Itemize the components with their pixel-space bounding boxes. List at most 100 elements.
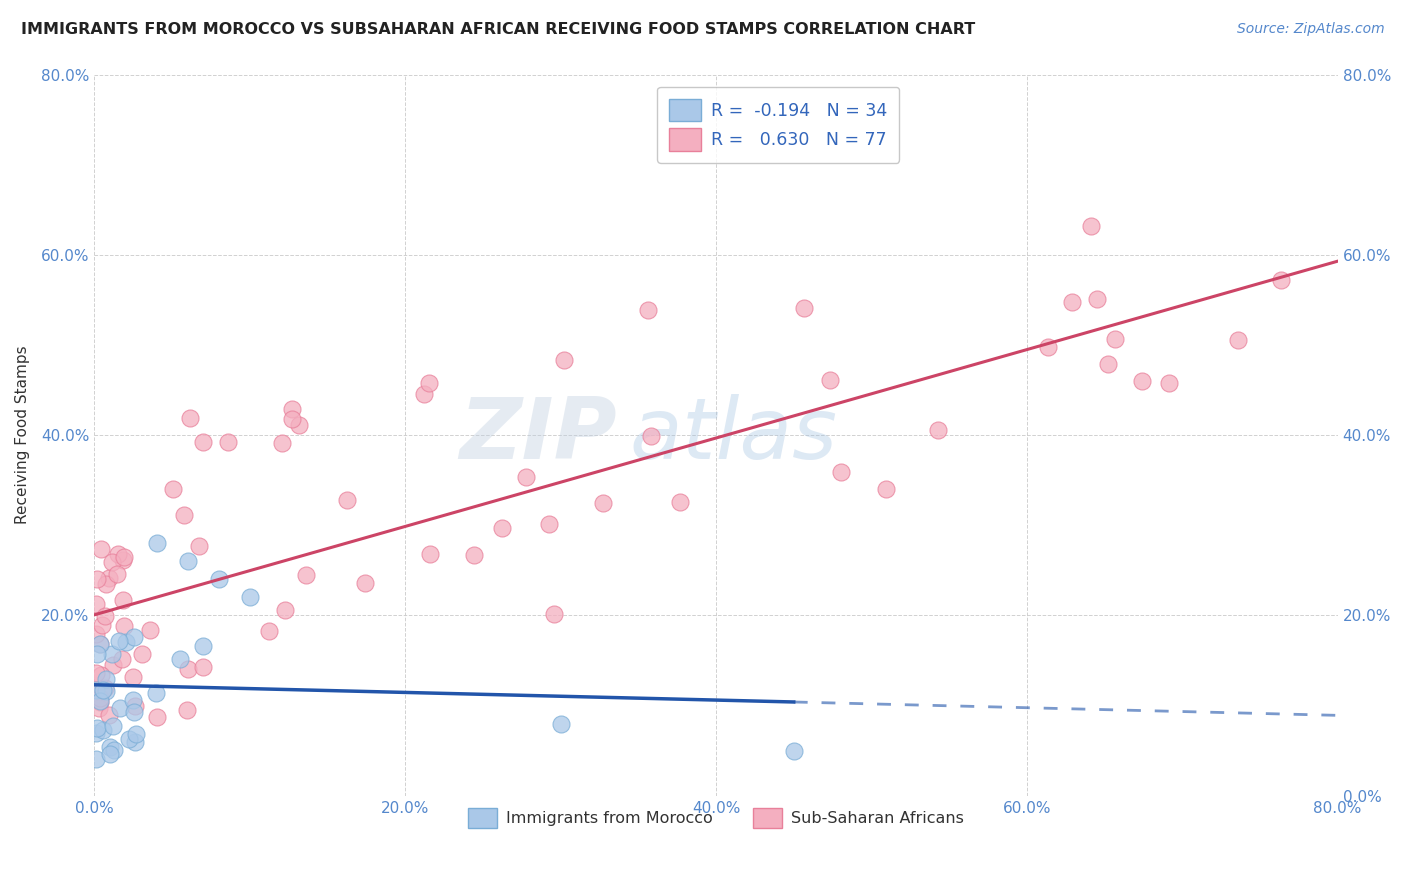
Point	[111, 652, 134, 666]
Point	[281, 402, 304, 417]
Point	[818, 373, 841, 387]
Point	[122, 631, 145, 645]
Point	[89, 695, 111, 709]
Point	[271, 436, 294, 450]
Point	[107, 547, 129, 561]
Point	[217, 435, 239, 450]
Point	[1038, 340, 1060, 354]
Point	[830, 465, 852, 479]
Point	[86, 647, 108, 661]
Point	[90, 618, 112, 632]
Point	[179, 411, 201, 425]
Point	[191, 434, 214, 449]
Point	[146, 710, 169, 724]
Point	[1227, 333, 1250, 347]
Point	[177, 554, 200, 568]
Point	[112, 552, 135, 566]
Point	[543, 607, 565, 621]
Point	[84, 597, 107, 611]
Point	[86, 721, 108, 735]
Text: Source: ZipAtlas.com: Source: ZipAtlas.com	[1237, 22, 1385, 37]
Point	[637, 303, 659, 318]
Point	[115, 635, 138, 649]
Point	[111, 593, 134, 607]
Point	[145, 686, 167, 700]
Point	[640, 429, 662, 443]
Point	[145, 536, 167, 550]
Point	[103, 657, 125, 672]
Point	[353, 576, 375, 591]
Point	[188, 539, 211, 553]
Point	[491, 521, 513, 535]
Point	[193, 640, 215, 654]
Point	[97, 708, 120, 723]
Point	[927, 423, 949, 437]
Point	[288, 417, 311, 432]
Y-axis label: Receiving Food Stamps: Receiving Food Stamps	[15, 346, 30, 524]
Point	[89, 694, 111, 708]
Point	[124, 727, 146, 741]
Point	[1080, 219, 1102, 234]
Point	[274, 603, 297, 617]
Point	[413, 387, 436, 401]
Point	[94, 577, 117, 591]
Point	[94, 681, 117, 696]
Point	[538, 517, 561, 532]
Point	[89, 691, 111, 706]
Point	[90, 541, 112, 556]
Point	[89, 637, 111, 651]
Legend: Immigrants from Morocco, Sub-Saharan Africans: Immigrants from Morocco, Sub-Saharan Afr…	[461, 801, 970, 835]
Point	[84, 683, 107, 698]
Point	[124, 734, 146, 748]
Point	[553, 353, 575, 368]
Text: atlas: atlas	[628, 393, 837, 476]
Point	[1097, 357, 1119, 371]
Point	[176, 703, 198, 717]
Point	[793, 301, 815, 315]
Point	[169, 651, 191, 665]
Point	[1270, 273, 1292, 287]
Point	[101, 648, 124, 662]
Point	[107, 634, 129, 648]
Point	[103, 743, 125, 757]
Point	[90, 683, 112, 698]
Text: IMMIGRANTS FROM MOROCCO VS SUBSAHARAN AFRICAN RECEIVING FOOD STAMPS CORRELATION : IMMIGRANTS FROM MOROCCO VS SUBSAHARAN AF…	[21, 22, 976, 37]
Point	[418, 376, 440, 390]
Point	[101, 555, 124, 569]
Point	[91, 683, 114, 698]
Point	[105, 567, 128, 582]
Point	[281, 412, 304, 426]
Point	[515, 470, 537, 484]
Text: ZIP: ZIP	[458, 393, 617, 476]
Point	[592, 495, 614, 509]
Point	[239, 591, 262, 605]
Point	[131, 647, 153, 661]
Point	[118, 731, 141, 746]
Point	[94, 684, 117, 698]
Point	[112, 619, 135, 633]
Point	[84, 665, 107, 680]
Point	[84, 726, 107, 740]
Point	[91, 723, 114, 737]
Point	[193, 660, 215, 674]
Point	[86, 572, 108, 586]
Point	[90, 667, 112, 681]
Point	[103, 719, 125, 733]
Point	[173, 508, 195, 522]
Point	[98, 740, 121, 755]
Point	[89, 700, 111, 714]
Point	[463, 549, 485, 563]
Point	[177, 662, 200, 676]
Point	[122, 692, 145, 706]
Point	[1060, 294, 1083, 309]
Point	[208, 573, 231, 587]
Point	[122, 705, 145, 719]
Point	[875, 482, 897, 496]
Point	[550, 716, 572, 731]
Point	[1104, 332, 1126, 346]
Point	[110, 700, 132, 714]
Point	[669, 495, 692, 509]
Point	[419, 547, 441, 561]
Point	[336, 492, 359, 507]
Point	[295, 567, 318, 582]
